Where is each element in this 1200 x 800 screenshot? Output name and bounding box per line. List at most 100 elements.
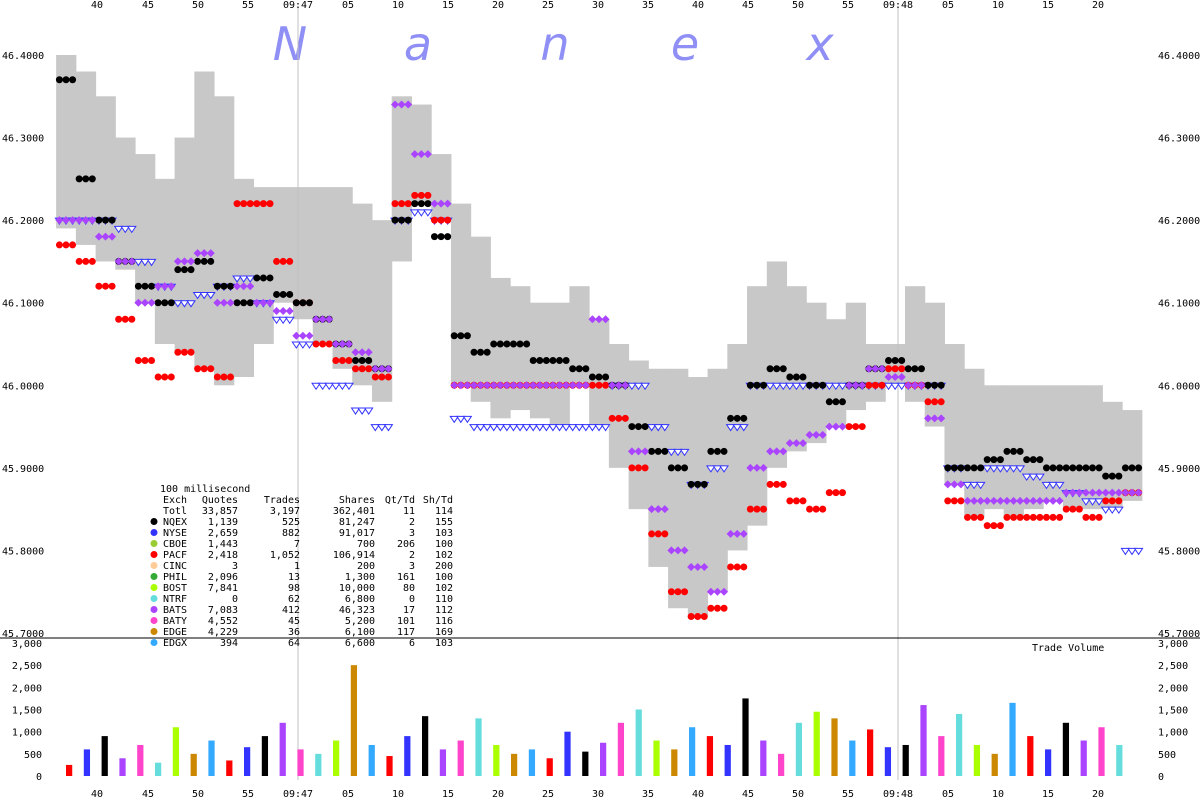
quote-point <box>521 424 532 432</box>
series-bats-quotes <box>55 100 1143 596</box>
x-tick-label: 40 <box>91 789 103 800</box>
quote-point <box>1049 513 1057 521</box>
watermark-letter: n <box>540 17 569 71</box>
quote-point <box>337 382 348 391</box>
table-cell: NTRF <box>163 594 187 605</box>
quote-point <box>600 424 611 432</box>
table-cell: 62 <box>288 594 300 605</box>
quote-point <box>746 463 755 472</box>
quote-point <box>358 357 366 365</box>
quote-point <box>970 513 978 521</box>
nbbo-band-segment <box>806 302 827 444</box>
y-tick-label-left: 46.2000 <box>2 216 44 227</box>
quote-point <box>404 100 413 109</box>
x-tick-label: 10 <box>992 0 1004 11</box>
volume-bar <box>724 744 731 776</box>
table-cell: 100 <box>435 539 453 550</box>
quote-point <box>317 382 328 391</box>
quote-point <box>55 216 64 225</box>
nbbo-band-segment <box>904 286 926 402</box>
quote-point <box>877 364 886 373</box>
quote-point <box>417 191 425 199</box>
quote-point <box>1114 488 1123 497</box>
quote-point <box>114 257 123 266</box>
quote-point <box>529 357 537 365</box>
quote-point <box>705 465 716 473</box>
quote-point <box>970 464 978 472</box>
table-cell: 2 <box>409 550 415 561</box>
nbbo-band-segment <box>431 154 452 221</box>
quote-point <box>786 497 794 505</box>
quote-point <box>449 415 460 424</box>
nbbo-band-segment <box>135 154 156 303</box>
quote-point <box>659 424 670 432</box>
quote-point <box>812 430 821 439</box>
quote-point <box>207 365 215 373</box>
quote-point <box>378 373 386 381</box>
quote-point <box>812 381 820 389</box>
quote-point <box>88 175 96 183</box>
quote-point <box>167 282 176 291</box>
quote-point <box>1069 505 1077 513</box>
quote-point <box>666 448 677 457</box>
nbbo-band-segment <box>174 137 195 353</box>
volume-bar <box>475 718 482 776</box>
quote-point <box>284 316 295 325</box>
quote-point <box>1029 513 1037 521</box>
nbbo-band-segment <box>826 319 847 427</box>
x-tick-label: 15 <box>1042 0 1054 11</box>
nbbo-band-segment <box>924 302 945 427</box>
quote-point <box>121 315 129 323</box>
quote-point <box>422 209 433 217</box>
quote-point <box>1016 496 1025 505</box>
volume-bar <box>261 736 269 776</box>
quote-point <box>126 225 137 234</box>
quote-point <box>1100 506 1111 515</box>
quote-point <box>1029 496 1038 505</box>
y-tick-label-right: 46.1000 <box>1158 299 1200 310</box>
volume-bar <box>1098 727 1105 776</box>
quote-point <box>55 76 63 84</box>
quote-point <box>536 357 544 365</box>
quote-point <box>1015 465 1026 473</box>
quote-point <box>1010 447 1018 455</box>
quote-point <box>259 200 267 208</box>
quote-point <box>681 464 689 472</box>
volume-bar <box>1027 736 1034 776</box>
volume-y-tick-left: 1,000 <box>12 728 42 739</box>
nbbo-band-segment <box>1122 410 1143 501</box>
x-tick-label: 09:48 <box>883 789 913 800</box>
quote-point <box>878 381 886 389</box>
quote-point <box>509 340 517 348</box>
quote-point <box>567 424 578 432</box>
quote-point <box>608 414 616 422</box>
x-tick-label: 35 <box>642 789 654 800</box>
quote-point <box>694 612 702 620</box>
nbbo-band-segment <box>786 286 807 452</box>
quote-point <box>62 76 70 84</box>
quote-point <box>962 481 973 490</box>
quote-point <box>174 266 182 274</box>
quote-point <box>1081 498 1091 506</box>
table-cell: 1,052 <box>270 550 300 561</box>
quote-point <box>358 365 366 373</box>
quote-point <box>891 373 900 382</box>
quote-point <box>1081 488 1090 497</box>
quote-point <box>259 274 267 282</box>
nbbo-band-segment <box>628 360 649 510</box>
watermark-letter: a <box>404 17 432 71</box>
volume-bar <box>706 736 714 776</box>
table-header: Quotes <box>202 495 238 506</box>
volume-bar <box>778 753 785 776</box>
quote-point <box>457 332 465 340</box>
quote-point <box>713 587 722 596</box>
quote-point <box>943 480 952 489</box>
quote-point <box>819 505 827 513</box>
quote-point <box>1036 456 1044 464</box>
nbbo-band-segment <box>569 286 590 386</box>
quote-point <box>68 216 77 225</box>
quote-point <box>582 365 590 373</box>
quote-point <box>351 348 360 357</box>
quote-point <box>548 424 558 432</box>
quote-point <box>167 373 175 381</box>
